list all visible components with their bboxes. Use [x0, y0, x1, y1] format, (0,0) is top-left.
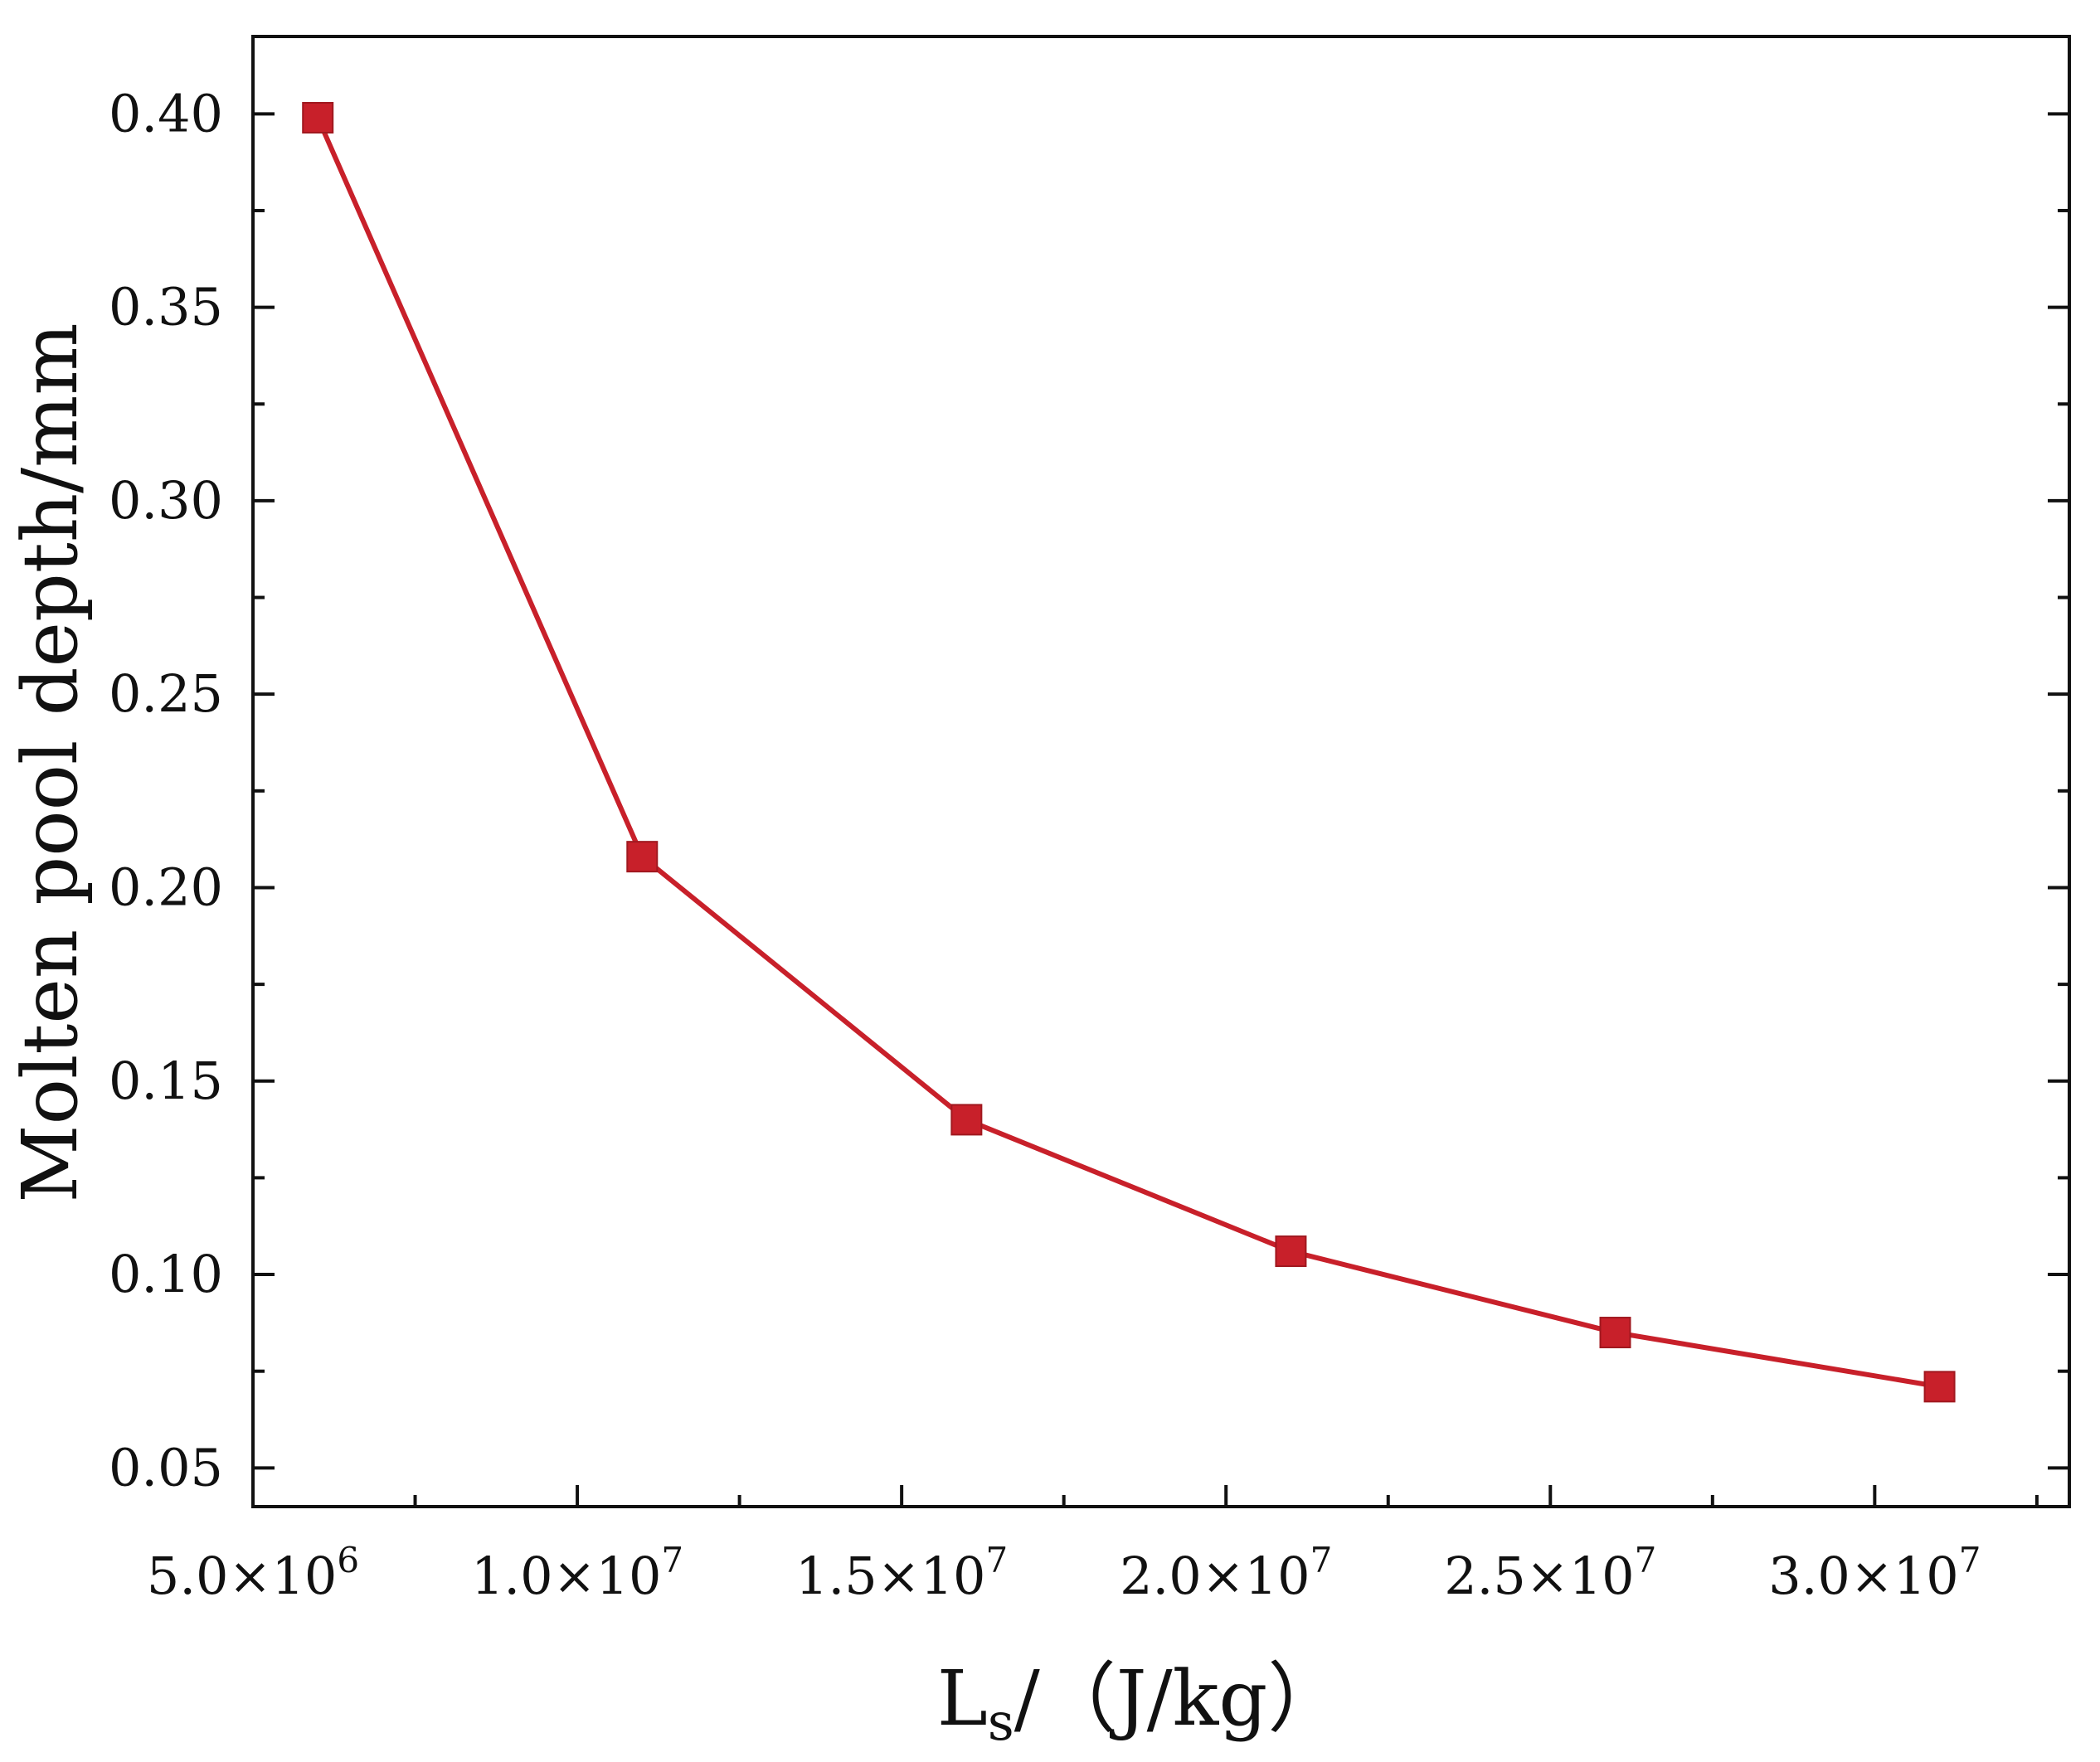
y-tick-label: 0.05 — [109, 1437, 223, 1497]
x-axis: 5.0×106 1.0×107 1.5×107 2.0×107 2.5×107 3.0×1… — [147, 1485, 2039, 1606]
x-tick-label: 2.5×107 — [1444, 1540, 1656, 1606]
data-point-marker — [1599, 1317, 1631, 1349]
x-tick-label: 3.0×107 — [1768, 1540, 1981, 1606]
x-tick-exponent: 7 — [1959, 1540, 1981, 1580]
y-tick-label: 0.35 — [109, 277, 223, 337]
x-tick-mantissa: 2.5×10 — [1444, 1546, 1634, 1606]
plot-frame — [251, 35, 2071, 1508]
data-point-marker — [1923, 1371, 1956, 1403]
x-tick-exponent: 7 — [661, 1540, 683, 1580]
x-axis-title-main: L — [937, 1654, 988, 1743]
x-axis-title-rest: /（J/kg） — [1014, 1654, 1344, 1743]
y-tick-label: 0.25 — [109, 663, 223, 724]
x-tick-label: 1.5×107 — [795, 1540, 1008, 1606]
data-point-marker — [950, 1104, 983, 1136]
y-tick-label: 0.30 — [109, 470, 223, 531]
y-tick-label: 0.20 — [109, 857, 223, 917]
x-tick-exponent: 7 — [1310, 1540, 1333, 1580]
x-tick-mantissa: 1.0×10 — [471, 1546, 661, 1606]
x-tick-label: 2.0×107 — [1120, 1540, 1332, 1606]
data-point-marker — [302, 101, 334, 133]
series-line — [315, 116, 1941, 1390]
y-axis-title: Molten pool depth/mm — [6, 323, 95, 1202]
y-tick-label: 0.15 — [109, 1051, 223, 1111]
x-tick-mantissa: 1.5×10 — [795, 1546, 985, 1606]
x-axis-title-subscript: s — [988, 1692, 1014, 1752]
x-tick-label: 1.0×107 — [471, 1540, 683, 1606]
data-point-marker — [1275, 1235, 1307, 1268]
x-tick-exponent: 7 — [986, 1540, 1009, 1580]
y-tick-label: 0.10 — [109, 1244, 223, 1304]
x-tick-mantissa: 3.0×10 — [1768, 1546, 1958, 1606]
x-tick-label: 5.0×106 — [147, 1540, 359, 1606]
x-axis-title: Ls/（J/kg） — [937, 1654, 1344, 1752]
plot-border — [251, 35, 2071, 1508]
y-tick-label: 0.40 — [109, 83, 223, 143]
x-tick-exponent: 6 — [337, 1540, 359, 1580]
y-axis: 0.05 0.10 0.15 0.20 0.25 0.30 0.35 0.40 — [109, 83, 2069, 1497]
x-tick-mantissa: 5.0×10 — [147, 1546, 337, 1606]
x-tick-mantissa: 2.0×10 — [1120, 1546, 1310, 1606]
series-layer — [302, 101, 1956, 1403]
x-tick-exponent: 7 — [1635, 1540, 1657, 1580]
data-point-marker — [626, 841, 659, 873]
